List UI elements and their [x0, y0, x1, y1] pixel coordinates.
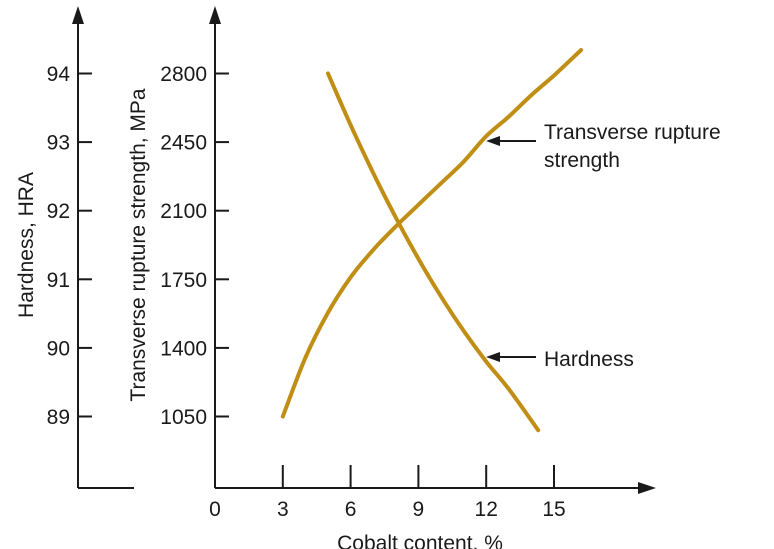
hardness-axis-title: Hardness, HRA [15, 172, 38, 318]
hardness-tick-label: 92 [47, 200, 70, 223]
hardness-arrowhead-icon [486, 352, 500, 362]
annotations: Transverse rupture strength Hardness [486, 121, 721, 371]
trs-arrowhead-icon [486, 136, 500, 146]
hardness-curve [326, 71, 541, 433]
trs-axis-title: Transverse rupture strength, MPa [127, 88, 150, 402]
hardness-tick-label: 91 [47, 269, 70, 292]
hardness-tick-label: 90 [47, 337, 70, 360]
x-tick-label: 3 [277, 498, 289, 521]
x-tick-label: 6 [345, 498, 357, 521]
x-axis-title: Cobalt content, % [337, 532, 503, 549]
x-axis-arrow-icon [638, 482, 656, 494]
x-tick-label: 0 [209, 498, 221, 521]
trs-ticks: 1050 1400 1750 2100 2450 2800 [160, 63, 229, 429]
x-ticks: 0 3 6 9 12 15 [209, 465, 566, 521]
hardness-tick-label: 94 [47, 63, 71, 86]
trs-axis-arrow-icon [209, 6, 221, 24]
hardness-axis-arrow-icon [72, 6, 84, 24]
curves [280, 48, 584, 433]
trs-tick-label: 2450 [160, 132, 207, 155]
x-tick-label: 12 [475, 498, 498, 521]
trs-annotation-label: Transverse rupture [544, 121, 721, 144]
hardness-annotation-label: Hardness [544, 348, 634, 371]
x-tick-label: 15 [542, 498, 565, 521]
trs-annotation-label: strength [544, 149, 620, 172]
trs-tick-label: 2800 [160, 63, 207, 86]
hardness-tick-label: 89 [47, 406, 70, 429]
x-tick-label: 9 [413, 498, 425, 521]
trs-tick-label: 1050 [160, 406, 207, 429]
trs-curve [280, 48, 584, 419]
hardness-ticks: 89 90 91 92 93 94 [47, 63, 92, 429]
trs-tick-label: 2100 [160, 200, 207, 223]
trs-tick-label: 1400 [160, 337, 207, 360]
trs-tick-label: 1750 [160, 269, 207, 292]
hardness-tick-label: 93 [47, 132, 70, 155]
